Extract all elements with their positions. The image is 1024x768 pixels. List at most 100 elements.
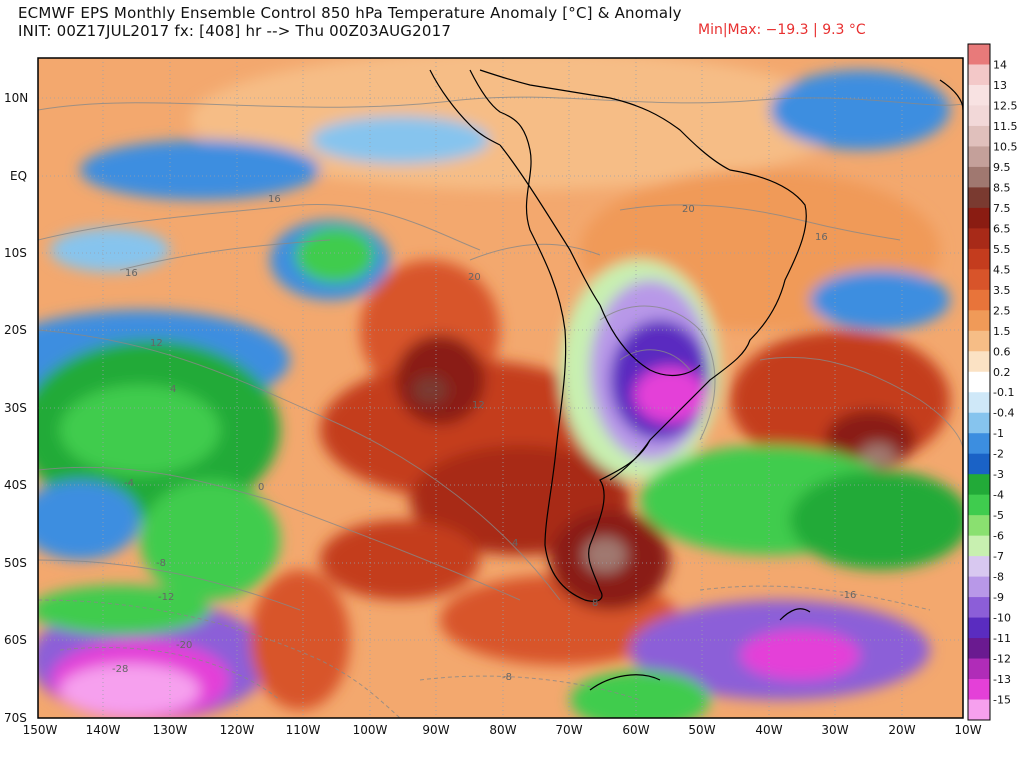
contour-label: 16 — [268, 194, 281, 205]
lon-label: 120W — [220, 723, 255, 737]
lon-label: 140W — [86, 723, 121, 737]
colorbar-label: 3.5 — [993, 284, 1011, 297]
colorbar-swatch — [968, 515, 990, 537]
lon-label: 130W — [153, 723, 188, 737]
lon-label: 20W — [888, 723, 915, 737]
colorbar-label: 13 — [993, 79, 1007, 92]
colorbar-label: -7 — [993, 550, 1004, 563]
contour-labels: 16 16 20 20 16 12 4 -4 0 -8 -12 -20 -28 … — [112, 194, 856, 683]
lon-label: 100W — [353, 723, 388, 737]
colorbar-swatch — [968, 474, 990, 496]
latitude-labels: 10N EQ 10S 20S 30S 40S 50S 60S 70S — [4, 91, 28, 725]
colorbar-swatch — [968, 248, 990, 270]
lon-label: 80W — [489, 723, 516, 737]
colorbar-swatch — [968, 556, 990, 578]
colorbar-swatch — [968, 207, 990, 229]
colorbar-swatch — [968, 679, 990, 701]
lon-label: 50W — [688, 723, 715, 737]
colorbar-label: 14 — [993, 58, 1007, 71]
colorbar-swatch — [968, 392, 990, 414]
colorbar-label: 1.5 — [993, 325, 1011, 338]
lon-label: 150W — [23, 723, 58, 737]
colorbar-swatch — [968, 597, 990, 619]
colorbar-label: 0.6 — [993, 345, 1011, 358]
colorbar-label: 11.5 — [993, 120, 1018, 133]
colorbar: 14 13 12.5 11.5 10.5 9.5 8.5 7.5 6.5 5.5 4.5 3.5 2.5… — [967, 43, 1018, 721]
colorbar-swatch — [968, 412, 990, 434]
colorbar-label: -8 — [993, 571, 1004, 584]
contour-label: 4 — [170, 384, 176, 395]
lat-label: 70S — [4, 711, 27, 725]
contour-label: 8 — [592, 598, 598, 609]
colorbar-swatch — [968, 187, 990, 209]
contour-label: -12 — [158, 592, 174, 603]
colorbar-label: 8.5 — [993, 181, 1011, 194]
lat-label: 60S — [4, 633, 27, 647]
colorbar-label: -15 — [993, 694, 1011, 707]
contour-label: -20 — [176, 640, 192, 651]
colorbar-label: 7.5 — [993, 202, 1011, 215]
colorbar-swatch — [968, 371, 990, 393]
colorbar-label: -2 — [993, 448, 1004, 461]
contour-label: 16 — [815, 232, 828, 243]
lat-label: EQ — [10, 169, 27, 183]
colorbar-label: 0.2 — [993, 366, 1011, 379]
colorbar-label: 6.5 — [993, 222, 1011, 235]
lat-label: 40S — [4, 478, 27, 492]
colorbar-label: -11 — [993, 632, 1011, 645]
colorbar-swatch — [968, 699, 990, 721]
colorbar-label: -3 — [993, 468, 1004, 481]
lon-label: 110W — [286, 723, 321, 737]
map-field: 16 16 20 20 16 12 4 -4 0 -8 -12 -20 -28 … — [38, 58, 963, 718]
contour-label: -4 — [124, 478, 134, 489]
map-frame — [37, 57, 964, 719]
colorbar-label: -6 — [993, 530, 1004, 543]
lon-label: 60W — [622, 723, 649, 737]
colorbar-swatch — [968, 44, 990, 65]
minmax-readout: Min|Max: −19.3 | 9.3 °C — [698, 22, 866, 38]
colorbar-label: 4.5 — [993, 263, 1011, 276]
lon-label: 30W — [821, 723, 848, 737]
colorbar-label: -10 — [993, 612, 1011, 625]
colorbar-label: -0.1 — [993, 386, 1014, 399]
contour-label: -16 — [840, 590, 856, 601]
colorbar-swatch — [968, 351, 990, 373]
colorbar-label: -1 — [993, 427, 1004, 440]
colorbar-swatch — [968, 638, 990, 660]
colorbar-swatch — [968, 64, 990, 86]
colorbar-swatch — [968, 310, 990, 332]
map-subtitle: INIT: 00Z17JUL2017 fx: [408] hr --> Thu … — [18, 22, 452, 40]
colorbar-label: 2.5 — [993, 304, 1011, 317]
colorbar-swatch — [968, 146, 990, 168]
lat-label: 20S — [4, 323, 27, 337]
colorbar-label: -4 — [993, 489, 1004, 502]
colorbar-swatch — [968, 433, 990, 455]
colorbar-swatch — [968, 330, 990, 352]
contour-label: 16 — [125, 268, 138, 279]
contour-label: 12 — [472, 400, 485, 411]
colorbar-label: -0.4 — [993, 407, 1014, 420]
colorbar-label: 5.5 — [993, 243, 1011, 256]
contours — [38, 96, 963, 718]
colorbar-swatch — [968, 84, 990, 106]
colorbar-swatch — [968, 658, 990, 680]
lon-label: 70W — [555, 723, 582, 737]
colorbar-swatch — [968, 289, 990, 311]
lat-label: 50S — [4, 556, 27, 570]
contour-label: -28 — [112, 664, 128, 675]
lon-label: 40W — [755, 723, 782, 737]
colorbar-frame — [967, 43, 991, 721]
colorbar-label: 10.5 — [993, 140, 1018, 153]
colorbar-swatch — [968, 269, 990, 291]
coastlines — [429, 69, 963, 691]
colorbar-label: -5 — [993, 509, 1004, 522]
contour-label: 0 — [258, 482, 264, 493]
contour-label: -8 — [502, 672, 512, 683]
colorbar-swatch — [968, 228, 990, 250]
colorbar-swatch — [968, 125, 990, 147]
colorbar-label: -13 — [993, 673, 1011, 686]
lon-label: 10W — [954, 723, 981, 737]
colorbar-swatch — [968, 166, 990, 188]
colorbar-swatch — [968, 105, 990, 127]
